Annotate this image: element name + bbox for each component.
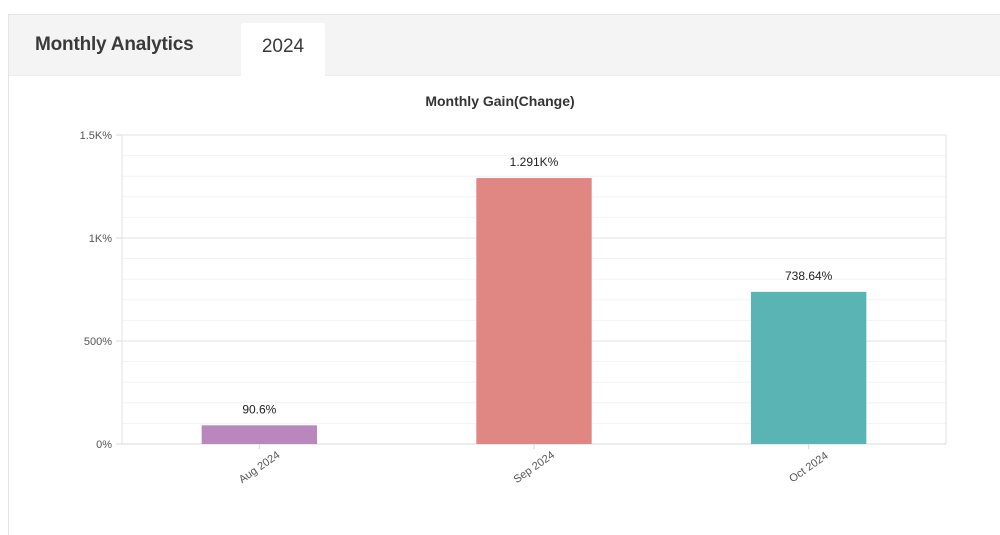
bar-oct-2024[interactable] (750, 291, 867, 444)
y-tick-label: 500% (84, 336, 112, 348)
monthly-analytics-panel: Monthly Analytics 2024 (8, 14, 1000, 535)
y-tick-label: 1K% (89, 233, 112, 245)
y-tick-label: 1.5K% (80, 130, 113, 142)
x-tick-label: Aug 2024 (237, 449, 282, 486)
bar-value-label: 738.64% (785, 269, 833, 283)
x-tick-label: Oct 2024 (787, 450, 830, 485)
tab-2024[interactable]: 2024 (241, 23, 325, 76)
bar-aug-2024[interactable] (201, 425, 318, 444)
bar-value-label: 1.291K% (510, 155, 559, 169)
y-tick-label: 0% (96, 439, 112, 451)
panel-title: Monthly Analytics (35, 34, 194, 55)
x-tick-label: Sep 2024 (512, 449, 557, 486)
bar-value-label: 90.6% (242, 402, 276, 416)
chart-title: Monthly Gain(Change) (425, 93, 574, 109)
panel-header: Monthly Analytics 2024 (9, 15, 1000, 76)
bar-sep-2024[interactable] (476, 178, 592, 444)
